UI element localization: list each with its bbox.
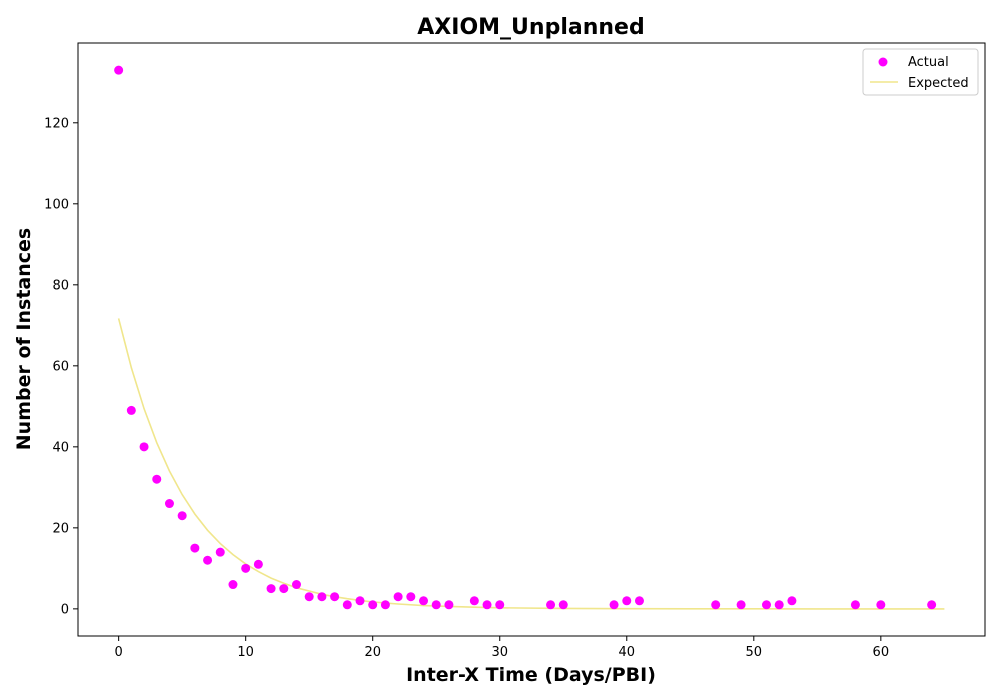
actual-point: [177, 511, 187, 521]
actual-point: [469, 596, 479, 606]
actual-point: [380, 600, 390, 610]
x-tick-label: 50: [746, 645, 763, 660]
y-tick-label: 80: [52, 278, 69, 293]
actual-point: [774, 600, 784, 610]
actual-point: [406, 592, 416, 602]
actual-point: [152, 474, 162, 484]
plot-frame: [77, 42, 986, 637]
actual-points: [114, 65, 937, 610]
actual-point: [622, 596, 632, 606]
actual-point: [241, 563, 251, 573]
actual-point: [304, 592, 314, 602]
actual-point: [291, 580, 301, 590]
y-tick-label: 40: [52, 440, 69, 455]
actual-point: [495, 600, 505, 610]
x-tick-label: 20: [364, 645, 381, 660]
actual-point: [355, 596, 365, 606]
y-tick-label: 0: [61, 602, 69, 617]
y-tick-label: 20: [52, 521, 69, 536]
actual-point: [634, 596, 644, 606]
x-tick-label: 30: [491, 645, 508, 660]
actual-point: [419, 596, 429, 606]
actual-point: [342, 600, 352, 610]
y-tick-label: 60: [52, 359, 69, 374]
actual-point: [139, 442, 149, 452]
actual-point: [736, 600, 746, 610]
actual-point: [609, 600, 619, 610]
y-tick-label: 100: [44, 197, 69, 212]
actual-point: [330, 592, 340, 602]
actual-point: [317, 592, 327, 602]
actual-point: [393, 592, 403, 602]
actual-point: [114, 65, 124, 75]
actual-point: [482, 600, 492, 610]
actual-point: [711, 600, 721, 610]
legend-expected-label: Expected: [908, 76, 969, 91]
x-axis-label: Inter-X Time (Days/PBI): [406, 664, 656, 686]
x-tick-label: 0: [115, 645, 123, 660]
actual-point: [279, 584, 289, 594]
actual-point: [368, 600, 378, 610]
actual-point: [546, 600, 556, 610]
plot-area: [77, 42, 986, 637]
actual-point: [126, 405, 136, 415]
x-tick-label: 40: [618, 645, 635, 660]
actual-point: [558, 600, 568, 610]
actual-point: [164, 499, 174, 509]
actual-point: [266, 584, 276, 594]
legend: Actual Expected: [862, 48, 979, 96]
actual-point: [190, 543, 200, 553]
legend-actual-marker: [878, 57, 888, 67]
actual-point: [253, 559, 263, 569]
legend-box: [862, 48, 979, 96]
actual-point: [850, 600, 860, 610]
y-axis-ticks: 0 20 40 60 80 100 120: [44, 116, 78, 617]
actual-point: [444, 600, 454, 610]
actual-point: [762, 600, 772, 610]
x-tick-label: 60: [873, 645, 890, 660]
actual-point: [876, 600, 886, 610]
actual-point: [927, 600, 937, 610]
actual-point: [228, 580, 238, 590]
actual-point: [787, 596, 797, 606]
y-tick-label: 120: [44, 116, 69, 131]
actual-point: [431, 600, 441, 610]
y-axis-label: Number of Instances: [13, 228, 35, 450]
chart-title: AXIOM_Unplanned: [417, 15, 644, 40]
actual-point: [215, 547, 225, 557]
x-tick-label: 10: [237, 645, 254, 660]
legend-actual-label: Actual: [908, 55, 949, 70]
actual-point: [203, 555, 213, 565]
x-axis-ticks: 0 10 20 30 40 50 60: [115, 636, 890, 660]
